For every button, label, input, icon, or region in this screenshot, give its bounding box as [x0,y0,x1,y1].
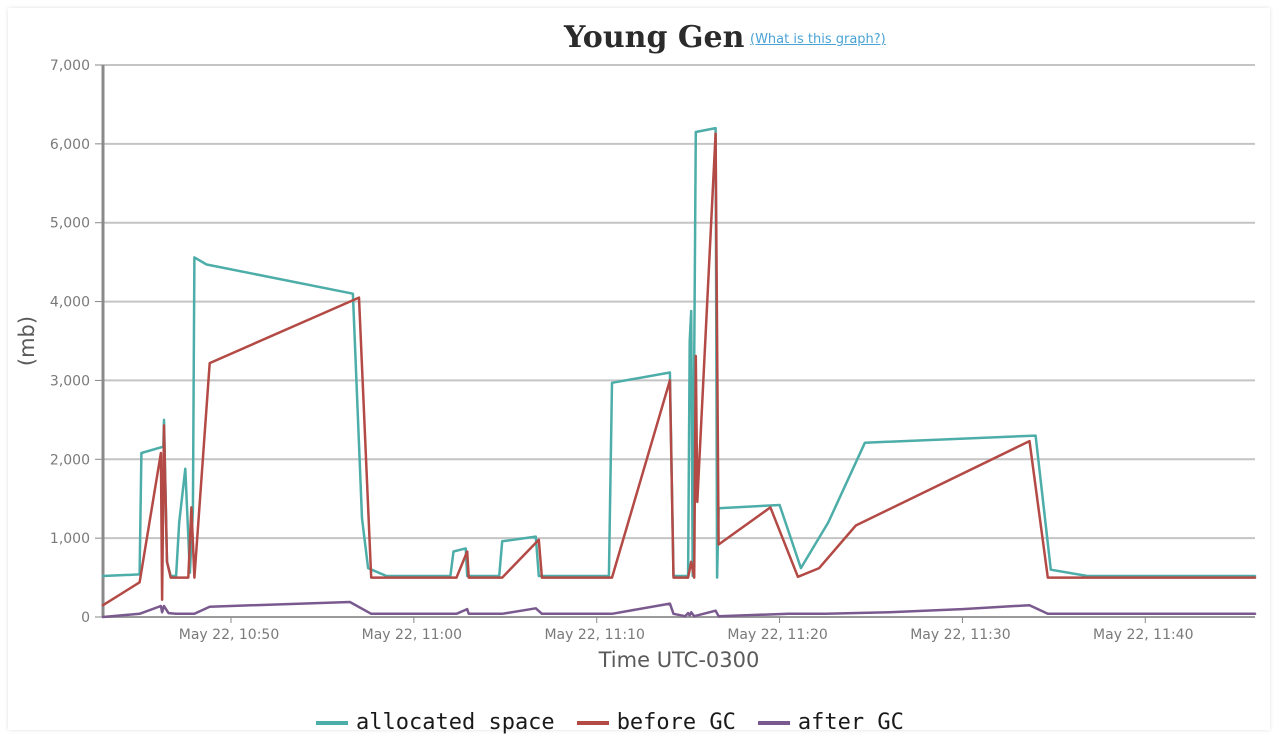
what-is-this-graph-link[interactable]: (What is this graph?) [750,32,886,47]
legend-swatch-allocated-space [316,720,348,725]
x-tick-label-3: May 22, 11:20 [727,627,827,643]
y-tick-label-6: 6,000 [50,137,90,153]
chart-legend: allocated space before GC after GC [316,710,926,735]
y-tick-label-7: 7,000 [50,58,90,74]
x-tick-label-5: May 22, 11:40 [1093,627,1193,643]
y-tick-label-4: 4,000 [50,295,90,311]
legend-swatch-after-gc [757,720,790,725]
series-line-before-gc [101,132,1257,607]
y-tick-label-2: 2,000 [50,452,90,468]
x-tick-label-1: May 22, 11:00 [362,627,462,643]
y-tick-label-0: 0 [81,610,90,626]
x-tick-label-4: May 22, 11:30 [910,627,1010,643]
legend-item-allocated-space[interactable]: allocated space [316,710,555,735]
series-line-allocated-space [101,126,1257,579]
legend-label-allocated-space: allocated space [356,710,555,735]
legend-label-after-gc: after GC [797,710,904,735]
series-line-after-gc [101,600,1257,619]
y-axis-label: (mb) [15,316,39,366]
legend-swatch-before-gc [576,720,609,725]
x-tick-label-2: May 22, 11:10 [544,627,644,643]
legend-label-before-gc: before GC [616,710,736,735]
legend-item-before-gc[interactable]: before GC [576,710,736,735]
y-tick-label-5: 5,000 [50,216,90,232]
y-tick-label-3: 3,000 [50,373,90,389]
x-axis-label: Time UTC-0300 [598,648,760,672]
legend-item-after-gc[interactable]: after GC [757,710,904,735]
x-tick-label-0: May 22, 10:50 [179,627,279,643]
chart-title: Young Gen [564,20,745,55]
y-tick-label-1: 1,000 [50,531,90,547]
